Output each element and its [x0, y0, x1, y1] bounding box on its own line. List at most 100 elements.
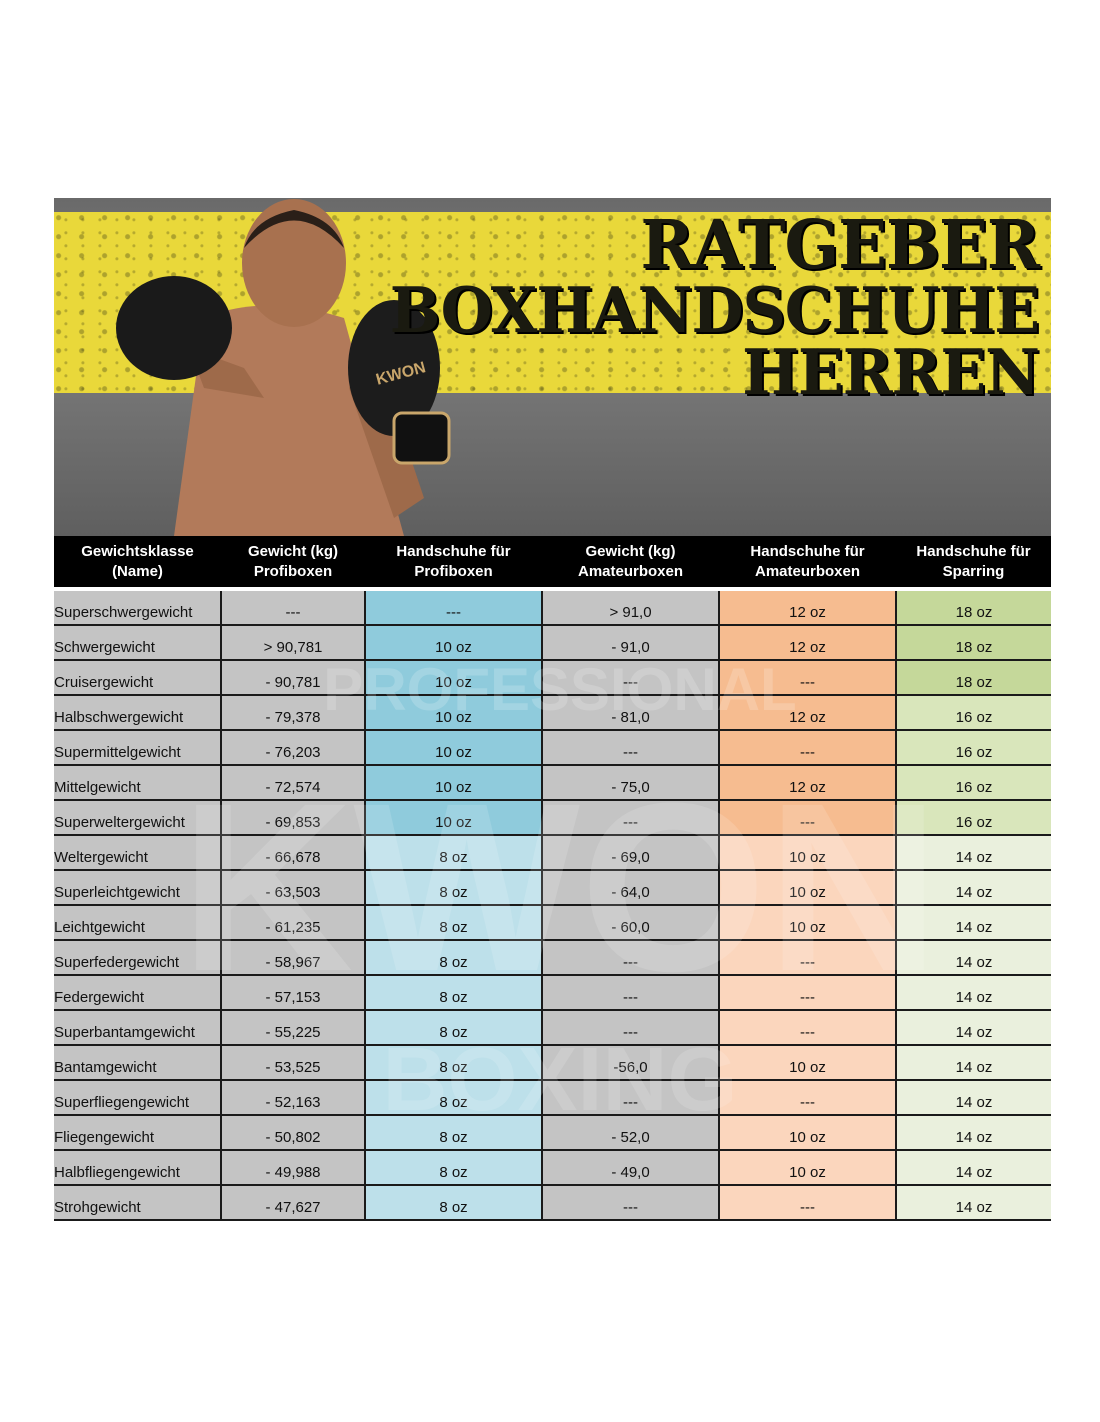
- cell-weight-pro: ---: [220, 591, 365, 626]
- header-line: Gewicht (kg): [585, 542, 676, 560]
- cell-gloves-sparring: 14 oz: [895, 1185, 1051, 1221]
- cell-gloves-sparring: 14 oz: [895, 835, 1051, 871]
- header-line: (Name): [112, 562, 163, 580]
- cell-gloves-pro: ---: [364, 591, 542, 626]
- table-row: Leichtgewicht - 61,235 8 oz - 60,0 10 oz 14 o…: [54, 905, 1051, 941]
- cell-gloves-amateur: ---: [718, 1185, 896, 1221]
- table-header-row: Gewichtsklasse (Name) Gewicht (kg) Profibox…: [54, 536, 1051, 587]
- cell-weight-class: Leichtgewicht: [54, 905, 221, 941]
- header-line: Amateurboxen: [577, 562, 684, 580]
- header-gloves-pro: Handschuhe für Profiboxen: [365, 536, 542, 587]
- cell-weight-amateur: - 60,0: [541, 905, 719, 941]
- cell-weight-amateur: ---: [541, 660, 719, 696]
- cell-gloves-sparring: 14 oz: [895, 870, 1051, 906]
- header-line: Handschuhe für: [916, 542, 1031, 560]
- cell-weight-amateur: - 52,0: [541, 1115, 719, 1151]
- header-line: Sparring: [942, 562, 1005, 580]
- cell-weight-class: Supermittelgewicht: [54, 730, 221, 766]
- cell-weight-amateur: > 91,0: [541, 591, 719, 626]
- cell-weight-pro: - 63,503: [220, 870, 365, 906]
- header-line: Handschuhe für: [396, 542, 511, 560]
- cell-gloves-amateur: ---: [718, 660, 896, 696]
- cell-weight-class: Cruisergewicht: [54, 660, 221, 696]
- cell-gloves-pro: 10 oz: [364, 660, 542, 696]
- cell-gloves-pro: 8 oz: [364, 940, 542, 976]
- right-glove-icon: [348, 300, 440, 436]
- table-row: Federgewicht - 57,153 8 oz --- --- 14 oz: [54, 975, 1051, 1011]
- cell-weight-class: Federgewicht: [54, 975, 221, 1011]
- cell-gloves-amateur: ---: [718, 940, 896, 976]
- header-line: Profiboxen: [414, 562, 493, 580]
- cell-gloves-amateur: ---: [718, 800, 896, 836]
- table-row: Strohgewicht - 47,627 8 oz --- --- 14 oz: [54, 1185, 1051, 1221]
- cell-weight-class: Weltergewicht: [54, 835, 221, 871]
- cell-gloves-amateur: 12 oz: [718, 625, 896, 661]
- cell-weight-pro: - 47,627: [220, 1185, 365, 1221]
- header-weight-amateur: Gewicht (kg) Amateurboxen: [542, 536, 719, 587]
- spacer: [365, 587, 542, 591]
- cell-weight-class: Strohgewicht: [54, 1185, 221, 1221]
- cell-weight-amateur: - 69,0: [541, 835, 719, 871]
- header-line: Gewichtsklasse: [81, 542, 194, 560]
- boxer-torso: [174, 305, 404, 536]
- cell-gloves-amateur: ---: [718, 1080, 896, 1116]
- header-gloves-amateur: Handschuhe für Amateurboxen: [719, 536, 896, 587]
- cell-gloves-pro: 8 oz: [364, 1185, 542, 1221]
- cell-weight-pro: - 72,574: [220, 765, 365, 801]
- table-row: Bantamgewicht - 53,525 8 oz -56,0 10 oz 14 oz: [54, 1045, 1051, 1081]
- table-row: Superleichtgewicht - 63,503 8 oz - 64,0 10 o…: [54, 870, 1051, 906]
- glove-size-table: Gewichtsklasse (Name) Gewicht (kg) Profibox…: [54, 536, 1051, 1221]
- header-weight-class: Gewichtsklasse (Name): [54, 536, 221, 587]
- cell-gloves-sparring: 14 oz: [895, 975, 1051, 1011]
- table-row: Supermittelgewicht - 76,203 10 oz --- --- 16 …: [54, 730, 1051, 766]
- cell-gloves-amateur: ---: [718, 1010, 896, 1046]
- cell-weight-pro: - 69,853: [220, 800, 365, 836]
- cell-gloves-sparring: 14 oz: [895, 905, 1051, 941]
- cell-weight-pro: - 58,967: [220, 940, 365, 976]
- cell-gloves-sparring: 16 oz: [895, 730, 1051, 766]
- cell-weight-class: Superfedergewicht: [54, 940, 221, 976]
- cell-gloves-sparring: 18 oz: [895, 660, 1051, 696]
- cell-gloves-sparring: 14 oz: [895, 1080, 1051, 1116]
- cell-weight-class: Superbantamgewicht: [54, 1010, 221, 1046]
- table-row: Superschwergewicht --- --- > 91,0 12 oz 18 oz: [54, 591, 1051, 626]
- cell-weight-class: Superschwergewicht: [54, 591, 221, 626]
- cell-gloves-amateur: 10 oz: [718, 870, 896, 906]
- cell-weight-pro: - 90,781: [220, 660, 365, 696]
- cell-gloves-pro: 10 oz: [364, 765, 542, 801]
- header-gloves-sparring: Handschuhe für Sparring: [896, 536, 1051, 587]
- cell-weight-amateur: - 91,0: [541, 625, 719, 661]
- table-row: Mittelgewicht - 72,574 10 oz - 75,0 12 oz 16 …: [54, 765, 1051, 801]
- cell-weight-class: Superfliegengewicht: [54, 1080, 221, 1116]
- cell-gloves-pro: 8 oz: [364, 835, 542, 871]
- table-row: Schwergewicht > 90,781 10 oz - 91,0 12 oz 18 …: [54, 625, 1051, 661]
- title-line-2: BOXHANDSCHUHE: [389, 274, 1040, 348]
- table-row: Halbfliegengewicht - 49,988 8 oz - 49,0 10 o…: [54, 1150, 1051, 1186]
- cell-weight-class: Schwergewicht: [54, 625, 221, 661]
- spacer-row: [54, 587, 1051, 591]
- table-row: Superfliegengewicht - 52,163 8 oz --- --- 14 …: [54, 1080, 1051, 1116]
- cell-weight-pro: - 61,235: [220, 905, 365, 941]
- cell-gloves-pro: 8 oz: [364, 1010, 542, 1046]
- boxer-head: [242, 199, 346, 327]
- cell-gloves-amateur: 12 oz: [718, 765, 896, 801]
- cell-weight-class: Fliegengewicht: [54, 1115, 221, 1151]
- cell-gloves-pro: 8 oz: [364, 905, 542, 941]
- cell-gloves-sparring: 14 oz: [895, 1115, 1051, 1151]
- table-row: Fliegengewicht - 50,802 8 oz - 52,0 10 oz 14 …: [54, 1115, 1051, 1151]
- cell-weight-amateur: ---: [541, 940, 719, 976]
- cell-gloves-pro: 10 oz: [364, 625, 542, 661]
- cell-weight-class: Bantamgewicht: [54, 1045, 221, 1081]
- cell-weight-pro: - 57,153: [220, 975, 365, 1011]
- cell-gloves-amateur: 10 oz: [718, 1045, 896, 1081]
- cell-gloves-sparring: 18 oz: [895, 625, 1051, 661]
- cell-weight-pro: - 66,678: [220, 835, 365, 871]
- cell-gloves-amateur: 12 oz: [718, 695, 896, 731]
- table-row: Superweltergewicht - 69,853 10 oz --- --- 16 …: [54, 800, 1051, 836]
- cell-gloves-pro: 8 oz: [364, 870, 542, 906]
- cell-gloves-pro: 10 oz: [364, 800, 542, 836]
- header-weight-pro: Gewicht (kg) Profiboxen: [221, 536, 365, 587]
- cell-gloves-sparring: 14 oz: [895, 1010, 1051, 1046]
- cell-weight-amateur: ---: [541, 975, 719, 1011]
- cell-gloves-pro: 8 oz: [364, 1080, 542, 1116]
